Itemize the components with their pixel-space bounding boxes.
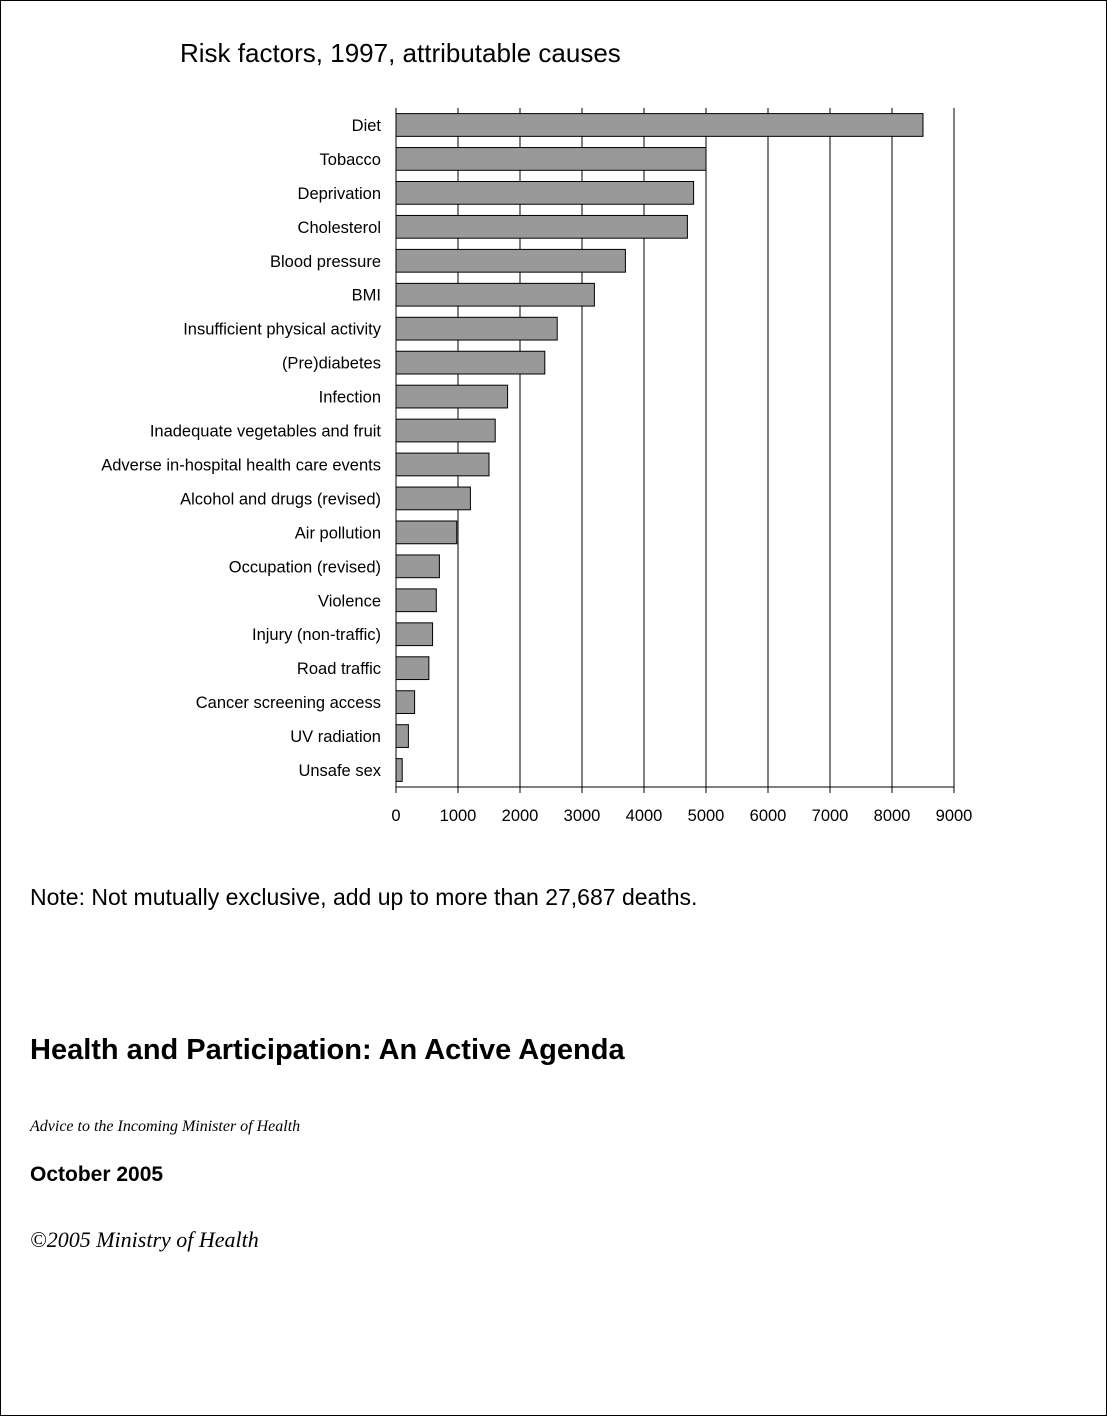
category-label-17: Cancer screening access — [196, 694, 381, 712]
document-date: October 2005 — [30, 1163, 164, 1186]
category-label-9: Inadequate vegetables and fruit — [150, 423, 382, 441]
category-label-1: Tobacco — [320, 151, 381, 169]
document-subtitle: Advice to the Incoming Minister of Healt… — [30, 1118, 301, 1135]
x-tick-label-5: 5000 — [688, 807, 725, 825]
bar-7 — [395, 350, 546, 375]
category-label-6: Insufficient physical activity — [183, 321, 382, 339]
bar-9 — [395, 418, 496, 443]
x-tick-label-6: 6000 — [750, 807, 787, 825]
bar-17 — [395, 690, 416, 714]
bar-13 — [395, 554, 440, 579]
bar-2 — [395, 181, 695, 205]
category-label-14: Violence — [318, 592, 381, 610]
x-tick-label-8: 8000 — [874, 807, 911, 825]
category-label-11: Alcohol and drugs (revised) — [180, 490, 381, 508]
bar-8 — [395, 384, 509, 409]
bar-14 — [395, 588, 437, 613]
bar-10 — [395, 452, 490, 477]
category-label-8: Infection — [319, 389, 381, 407]
x-tick-label-3: 3000 — [564, 807, 601, 825]
bar-1 — [395, 147, 707, 171]
category-label-12: Air pollution — [295, 524, 381, 542]
x-tick-label-2: 2000 — [502, 807, 539, 825]
bar-18 — [395, 724, 409, 748]
bar-5 — [395, 282, 595, 307]
bar-chart: Diet Tobacco Deprivation Cholesterol Blood p… — [101, 108, 973, 825]
chart-title: Risk factors, 1997, attributable causes — [180, 38, 621, 68]
category-label-13: Occupation (revised) — [229, 558, 381, 576]
category-label-16: Road traffic — [297, 660, 381, 678]
bar-0 — [395, 113, 924, 137]
category-label-0: Diet — [352, 117, 382, 135]
category-label-7: (Pre)diabetes — [282, 355, 381, 373]
document-title: Health and Participation: An Active Agen… — [30, 1034, 625, 1066]
x-tick-label-9: 9000 — [936, 807, 973, 825]
category-label-10: Adverse in-hospital health care events — [101, 456, 381, 474]
category-label-3: Cholesterol — [298, 219, 381, 237]
bar-11 — [395, 486, 471, 511]
bar-16 — [395, 656, 430, 681]
bar-15 — [395, 622, 434, 647]
bar-12 — [395, 520, 458, 545]
x-tick-label-0: 0 — [391, 807, 400, 825]
bar-19 — [395, 758, 403, 782]
x-tick-label-7: 7000 — [812, 807, 849, 825]
category-label-15: Injury (non-traffic) — [252, 626, 381, 644]
bar-3 — [395, 214, 688, 239]
category-label-19: Unsafe sex — [298, 762, 381, 780]
x-tick-label-1: 1000 — [440, 807, 477, 825]
bar-4 — [395, 248, 626, 273]
copyright-notice: ©2005 Ministry of Health — [30, 1227, 259, 1252]
category-label-2: Deprivation — [298, 185, 381, 203]
category-label-5: BMI — [352, 287, 381, 305]
x-tick-label-4: 4000 — [626, 807, 663, 825]
category-label-18: UV radiation — [290, 728, 381, 746]
category-label-4: Blood pressure — [270, 253, 381, 271]
bar-6 — [395, 316, 558, 341]
chart-note: Note: Not mutually exclusive, add up to … — [30, 884, 698, 910]
